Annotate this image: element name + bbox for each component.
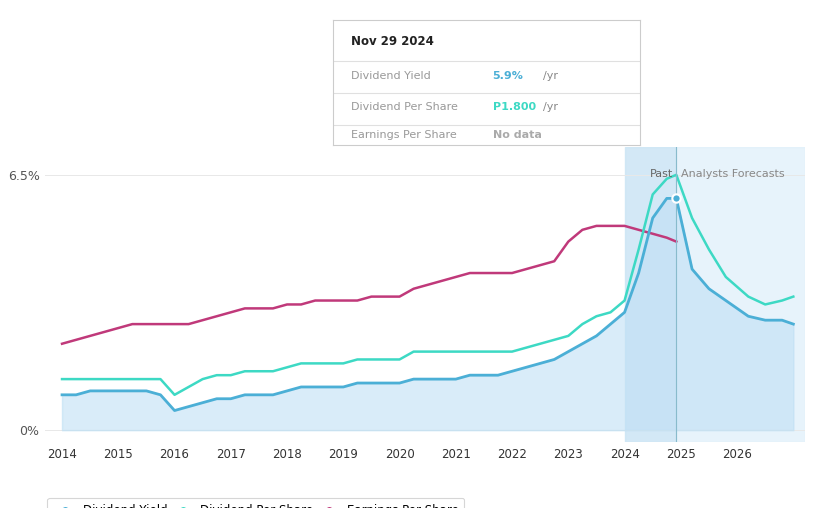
Text: No data: No data (493, 130, 542, 140)
Text: /yr: /yr (544, 71, 558, 81)
Text: Analysts Forecasts: Analysts Forecasts (681, 169, 784, 179)
Text: Nov 29 2024: Nov 29 2024 (351, 35, 433, 48)
Text: Past: Past (650, 169, 673, 179)
Text: P1.800: P1.800 (493, 102, 536, 112)
Text: Earnings Per Share: Earnings Per Share (351, 130, 456, 140)
Bar (677, 147, 805, 442)
Legend: Dividend Yield, Dividend Per Share, Earnings Per Share: Dividend Yield, Dividend Per Share, Earn… (48, 498, 465, 508)
Bar (625, 147, 677, 442)
Text: 5.9%: 5.9% (493, 71, 524, 81)
Text: /yr: /yr (544, 102, 558, 112)
Text: Dividend Yield: Dividend Yield (351, 71, 431, 81)
Text: Dividend Per Share: Dividend Per Share (351, 102, 458, 112)
